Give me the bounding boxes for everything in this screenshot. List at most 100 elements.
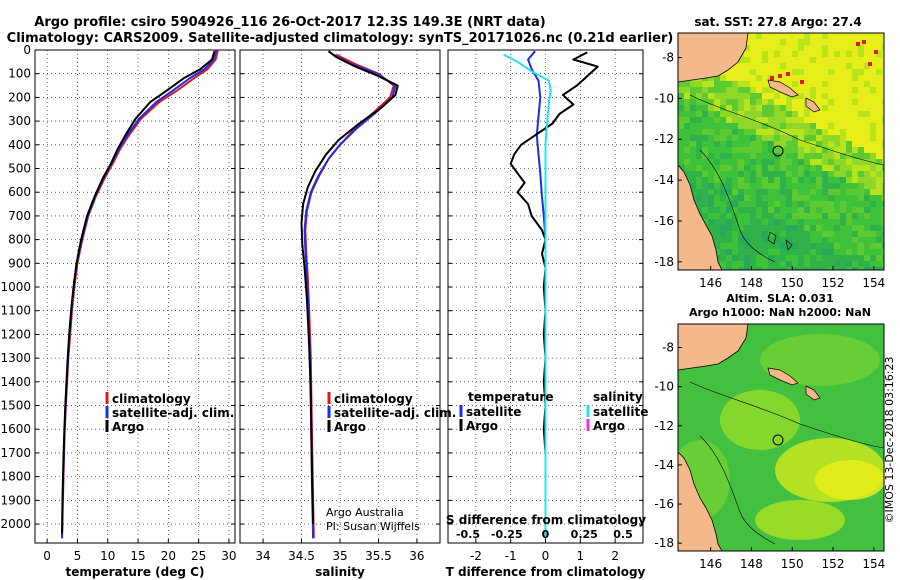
sst-cell: [798, 105, 804, 111]
sst-cell: [750, 231, 756, 237]
sst-cell: [810, 111, 816, 117]
sst-cell: [678, 117, 684, 123]
sst-cell: [792, 99, 798, 105]
sst-cell: [738, 177, 744, 183]
sst-cell: [864, 261, 870, 267]
sst-cell: [714, 171, 720, 177]
sst-cell: [852, 183, 858, 189]
map-y-tick-label: -10: [654, 380, 674, 394]
y-tick-label: 700: [8, 209, 31, 223]
sst-cell: [750, 81, 756, 87]
sst-cell: [756, 165, 762, 171]
sst-cell: [756, 39, 762, 45]
sst-cell: [858, 147, 864, 153]
sst-cell: [774, 165, 780, 171]
sst-cell: [816, 195, 822, 201]
map2-title: Altim. SLA: 0.031: [726, 292, 833, 305]
sst-cell: [750, 39, 756, 45]
sst-cell: [810, 117, 816, 123]
sst-cell: [852, 261, 858, 267]
sst-cell: [882, 141, 884, 147]
sst-cell: [882, 183, 884, 189]
sst-cell: [828, 261, 834, 267]
sst-cell: [858, 57, 864, 63]
sst-cell: [750, 45, 756, 51]
sst-cell: [852, 45, 858, 51]
sst-flag-cell: [856, 42, 860, 46]
s-diff-tick-label: -0.5: [456, 528, 480, 541]
sst-cell: [702, 117, 708, 123]
sst-cell: [798, 243, 804, 249]
sst-cell: [822, 87, 828, 93]
map2-subtitle: Argo h1000: NaN h2000: NaN: [689, 306, 871, 319]
temperature-legend: climatology satellite-adj. clim. Argo: [105, 392, 234, 434]
sst-cell: [858, 261, 864, 267]
sst-cell: [732, 201, 738, 207]
sst-cell: [834, 177, 840, 183]
sst-cell: [696, 165, 702, 171]
sst-cell: [726, 267, 732, 270]
sst-cell: [852, 231, 858, 237]
sst-cell: [810, 171, 816, 177]
sst-cell: [846, 201, 852, 207]
sst-cell: [750, 33, 756, 39]
sst-cell: [780, 255, 786, 261]
sst-cell: [882, 243, 884, 249]
sst-cell: [798, 39, 804, 45]
sst-cell: [756, 117, 762, 123]
sst-cell: [810, 75, 816, 81]
sst-cell: [732, 159, 738, 165]
sst-cell: [696, 111, 702, 117]
sst-cell: [756, 123, 762, 129]
sst-cell: [774, 105, 780, 111]
sst-cell: [864, 237, 870, 243]
sst-cell: [720, 219, 726, 225]
sst-cell: [696, 135, 702, 141]
sst-cell: [726, 117, 732, 123]
sst-cell: [780, 141, 786, 147]
sst-cell: [786, 63, 792, 69]
temp-legend-climatology: climatology: [112, 392, 191, 406]
sst-cell: [726, 183, 732, 189]
x-tick-label: -1: [505, 549, 517, 563]
sst-cell: [816, 225, 822, 231]
sst-cell: [702, 213, 708, 219]
sst-cell: [750, 141, 756, 147]
sst-cell: [744, 45, 750, 51]
sst-cell: [882, 129, 884, 135]
sst-cell: [816, 99, 822, 105]
sst-cell: [822, 111, 828, 117]
sst-cell: [756, 237, 762, 243]
sst-cell: [882, 231, 884, 237]
sst-cell: [798, 219, 804, 225]
sst-cell: [852, 51, 858, 57]
sst-cell: [780, 195, 786, 201]
sst-cell: [744, 81, 750, 87]
sst-cell: [696, 177, 702, 183]
sst-cell: [792, 57, 798, 63]
sst-cell: [774, 99, 780, 105]
sst-cell: [822, 201, 828, 207]
sst-cell: [864, 189, 870, 195]
sst-cell: [678, 147, 684, 153]
sst-cell: [822, 129, 828, 135]
y-tick-label: 1200: [0, 327, 31, 341]
sst-cell: [822, 267, 828, 270]
sst-cell: [828, 99, 834, 105]
sst-cell: [756, 195, 762, 201]
sst-cell: [804, 225, 810, 231]
sst-cell: [876, 165, 882, 171]
s-diff-tick-label: -0.25: [491, 528, 523, 541]
sst-cell: [780, 219, 786, 225]
sst-cell: [822, 135, 828, 141]
sst-cell: [852, 171, 858, 177]
sst-cell: [858, 243, 864, 249]
sst-cell: [702, 147, 708, 153]
sst-cell: [756, 249, 762, 255]
sst-cell: [870, 207, 876, 213]
credit-line1: Argo Australia: [326, 506, 404, 519]
sst-cell: [882, 93, 884, 99]
sst-cell: [822, 51, 828, 57]
sst-cell: [774, 63, 780, 69]
sst-cell: [870, 201, 876, 207]
